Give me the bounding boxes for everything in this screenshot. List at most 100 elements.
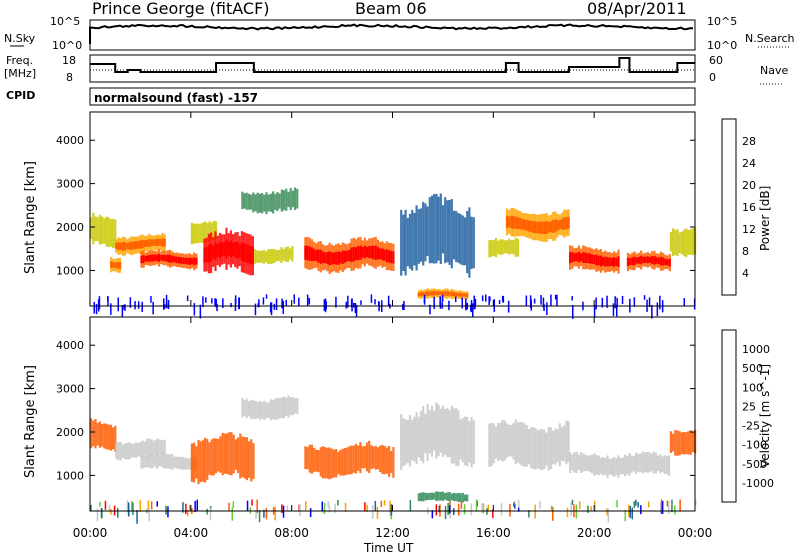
echo-cell (274, 398, 277, 420)
echo-cell (663, 455, 666, 474)
echo-core (191, 258, 194, 265)
echo-cell (687, 431, 690, 455)
echo-cell (547, 426, 550, 471)
echo-core (236, 242, 239, 259)
echo-core (560, 219, 564, 230)
scatter-echo (378, 302, 380, 312)
echo-core (374, 245, 377, 260)
scatter-echo (389, 500, 391, 512)
echo-cell (604, 458, 607, 475)
echo-cell (402, 418, 405, 466)
echo-cell (278, 398, 281, 419)
scatter-echo (148, 507, 150, 522)
beam-title: Beam 06 (355, 0, 427, 18)
echo-cell (411, 210, 414, 271)
velocity-axes: 1000 2000 3000 4000 (56, 317, 696, 511)
noise-right-tick-bottom: 10^0 (707, 39, 737, 52)
echo-core (588, 253, 591, 264)
frequency-line (90, 57, 695, 73)
scatter-echo (323, 502, 326, 514)
power-colorbar: 4 8 12 16 20 24 28 (721, 118, 756, 296)
echo-cell (337, 451, 340, 475)
echo-cell (250, 439, 253, 482)
scatter-echo (282, 300, 284, 314)
scatter-echo (234, 295, 237, 300)
noise-panel: N.Sky 10^5 10^0 10^5 10^0 N.Search (4, 15, 795, 52)
echo-cell (265, 192, 268, 215)
echo-cell (591, 454, 594, 474)
echo-core (563, 217, 566, 230)
scatter-echo (234, 299, 237, 312)
echo-cell (457, 492, 460, 502)
scatter-echo (141, 301, 143, 312)
scatter-echo (668, 500, 670, 515)
echo-core (439, 291, 442, 295)
x-tick-label: 20:00 (577, 526, 612, 540)
echo-cell (492, 423, 495, 464)
echo-cell (252, 400, 255, 420)
echo-core (525, 219, 528, 231)
scatter-echo (517, 499, 520, 508)
noise-right-tick-top: 10^5 (707, 15, 737, 28)
echo-cell (186, 458, 189, 470)
scatter-echo (409, 500, 412, 512)
scatter-echo (447, 502, 449, 515)
echo-cell (285, 188, 288, 211)
scatter-echo (335, 296, 337, 308)
scatter-echo (205, 297, 207, 303)
echo-cell (90, 418, 93, 449)
echo-core (245, 244, 248, 263)
echo-cell (404, 419, 407, 465)
scatter-echo (500, 503, 503, 516)
echo-core (543, 221, 546, 234)
echo-core (234, 241, 237, 258)
velocity-colorbar-tick: 100 (742, 381, 763, 394)
echo-cell (543, 429, 546, 470)
echo-cell (163, 440, 166, 456)
scatter-echo (530, 299, 532, 311)
scatter-echo (251, 499, 253, 506)
scatter-echo (606, 508, 608, 516)
echo-core (461, 293, 464, 297)
echo-cell (501, 239, 504, 255)
echo-core (552, 219, 555, 233)
echo-core (117, 242, 120, 251)
frequency-panel: Freq. [MHz] 18 8 60 0 Nave (4, 54, 788, 85)
echo-core (218, 242, 221, 258)
echo-core (644, 256, 647, 263)
echo-cell (278, 249, 281, 262)
echo-cell (433, 410, 436, 451)
echo-cell (306, 447, 309, 470)
echo-cell (103, 423, 106, 449)
echo-core (225, 239, 228, 259)
echo-cell (274, 193, 277, 210)
echo-core (152, 239, 155, 246)
echo-cell (310, 444, 314, 474)
echo-cell (201, 222, 204, 243)
echo-cell (252, 192, 255, 213)
echo-core (223, 242, 226, 256)
scatter-echo (281, 298, 283, 309)
echo-cell (470, 216, 473, 269)
echo-cell (264, 251, 268, 263)
echo-core (547, 221, 550, 233)
echo-cell (245, 192, 248, 210)
nave-tick-top: 60 (709, 54, 723, 67)
scatter-echo (570, 502, 572, 516)
scatter-echo (274, 506, 276, 521)
echo-cell (319, 447, 322, 477)
echo-cell (98, 214, 101, 245)
echo-core (424, 291, 427, 296)
scatter-echo (117, 297, 119, 312)
velocity-ylabel: Slant Range [km] (23, 365, 38, 478)
echo-cell (381, 444, 384, 474)
echo-core (155, 254, 158, 261)
echo-core (205, 246, 208, 263)
echo-cell (441, 491, 445, 501)
echo-cell (527, 429, 531, 465)
scatter-echo (306, 294, 309, 306)
echo-cell (112, 427, 115, 450)
echo-cell (339, 449, 342, 476)
echo-core (243, 243, 246, 262)
echo-cell (424, 413, 427, 454)
